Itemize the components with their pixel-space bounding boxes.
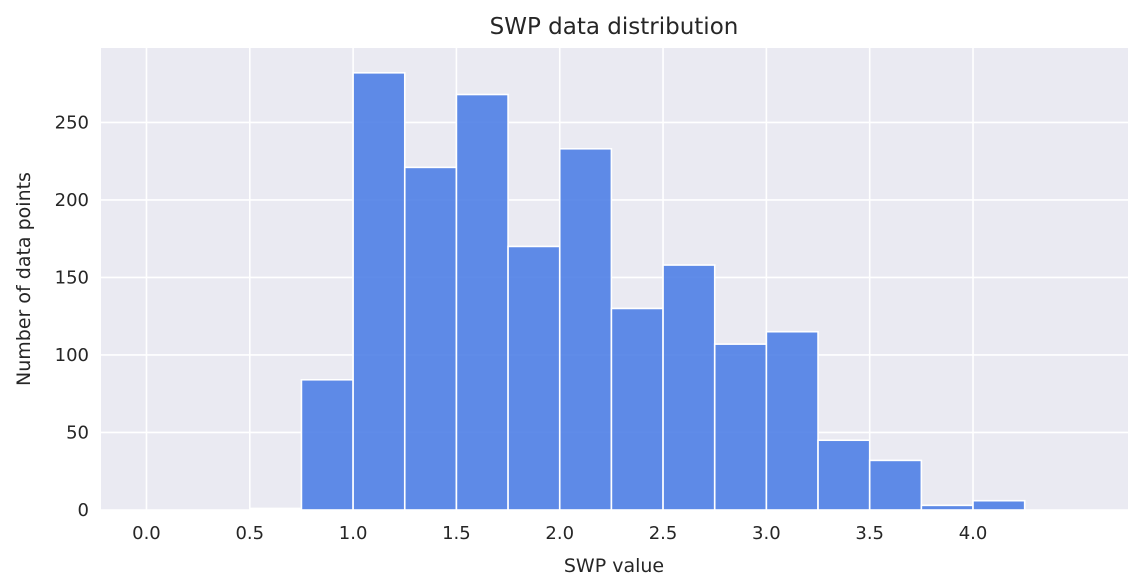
histogram-bar [920, 504, 974, 511]
x-tick-label: 2.0 [545, 523, 574, 544]
histogram-bar [558, 147, 613, 511]
histogram-bars [248, 72, 1026, 511]
histogram-bar [713, 343, 768, 511]
histogram-bar [662, 264, 716, 511]
histogram-bar [765, 330, 819, 511]
histogram-bar [868, 459, 923, 511]
x-tick-label: 4.0 [959, 523, 988, 544]
y-tick-label: 100 [55, 345, 89, 366]
y-tick-labels: 0 50 100 150 200 250 [55, 112, 89, 521]
histogram-bar [300, 378, 354, 511]
y-tick-label: 0 [78, 500, 89, 521]
x-tick-label: 1.5 [442, 523, 471, 544]
histogram-bar [610, 307, 664, 511]
histogram-bar [817, 439, 871, 511]
x-tick-labels: 0.0 0.5 1.0 1.5 2.0 2.5 3.0 3.5 4.0 [132, 523, 987, 544]
x-tick-label: 0.5 [235, 523, 264, 544]
histogram-bar [455, 93, 509, 511]
histogram-bar [248, 507, 303, 511]
y-tick-label: 200 [55, 190, 89, 211]
chart-title: SWP data distribution [490, 14, 739, 40]
y-axis-label: Number of data points [13, 172, 35, 386]
y-tick-label: 50 [66, 422, 89, 443]
x-tick-label: 3.5 [855, 523, 884, 544]
histogram-bar [507, 245, 561, 511]
y-tick-label: 150 [55, 267, 89, 288]
x-tick-label: 2.5 [649, 523, 678, 544]
x-tick-label: 0.0 [132, 523, 161, 544]
x-tick-label: 3.0 [752, 523, 781, 544]
histogram-bar [352, 72, 406, 511]
x-tick-label: 1.0 [339, 523, 368, 544]
histogram-bar [972, 499, 1026, 511]
histogram-bar [403, 166, 458, 511]
y-tick-label: 250 [55, 112, 89, 133]
x-axis-label: SWP value [564, 555, 664, 577]
